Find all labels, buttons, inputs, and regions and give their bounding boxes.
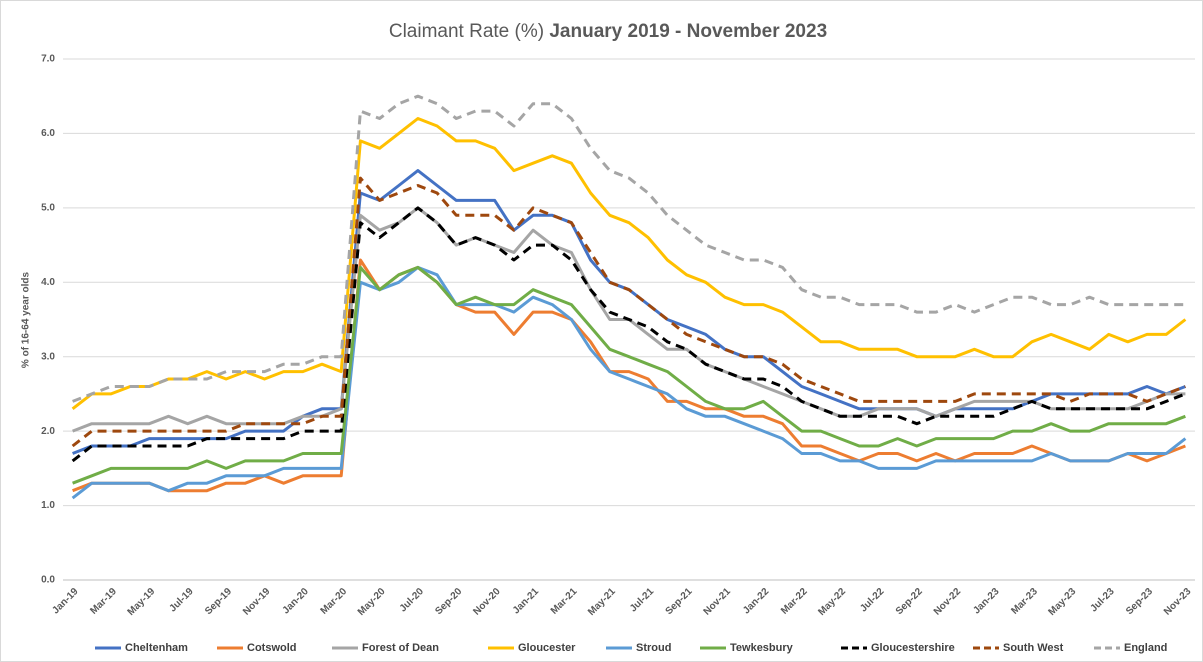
series-line xyxy=(72,265,1186,485)
y-tick-label: 6.0 xyxy=(41,128,55,139)
series-line xyxy=(72,258,1186,493)
title-part: January 2019 - November 2023 xyxy=(549,21,827,42)
y-tick-label: 4.0 xyxy=(41,277,55,288)
y-tick-label: 2.0 xyxy=(41,426,55,437)
legend-label: Cheltenham xyxy=(125,642,188,654)
legend-label: Gloucester xyxy=(518,642,576,654)
series-line xyxy=(71,117,1187,410)
legend-label: Gloucestershire xyxy=(871,642,955,654)
y-tick-label: 0.0 xyxy=(41,575,55,586)
y-tick-label: 3.0 xyxy=(41,351,55,362)
series-line xyxy=(71,265,1187,500)
series-line xyxy=(71,206,1186,463)
title-part: Claimant Rate (%) xyxy=(389,21,544,42)
legend-label: Stroud xyxy=(636,642,671,654)
series-line xyxy=(71,176,1186,448)
legend-label: South West xyxy=(1003,642,1064,654)
y-tick-label: 1.0 xyxy=(41,500,55,511)
y-tick-label: 7.0 xyxy=(41,54,55,65)
chart-title: Claimant Rate (%) January 2019 - Novembe… xyxy=(389,21,827,42)
y-tick-label: 5.0 xyxy=(41,202,55,213)
legend-label: Cotswold xyxy=(247,642,297,654)
legend-label: Tewkesbury xyxy=(730,642,794,654)
y-axis-label: % of 16-64 year olds xyxy=(21,271,32,368)
legend-label: Forest of Dean xyxy=(362,642,439,654)
legend-label: England xyxy=(1124,642,1167,654)
series-line xyxy=(72,94,1186,403)
